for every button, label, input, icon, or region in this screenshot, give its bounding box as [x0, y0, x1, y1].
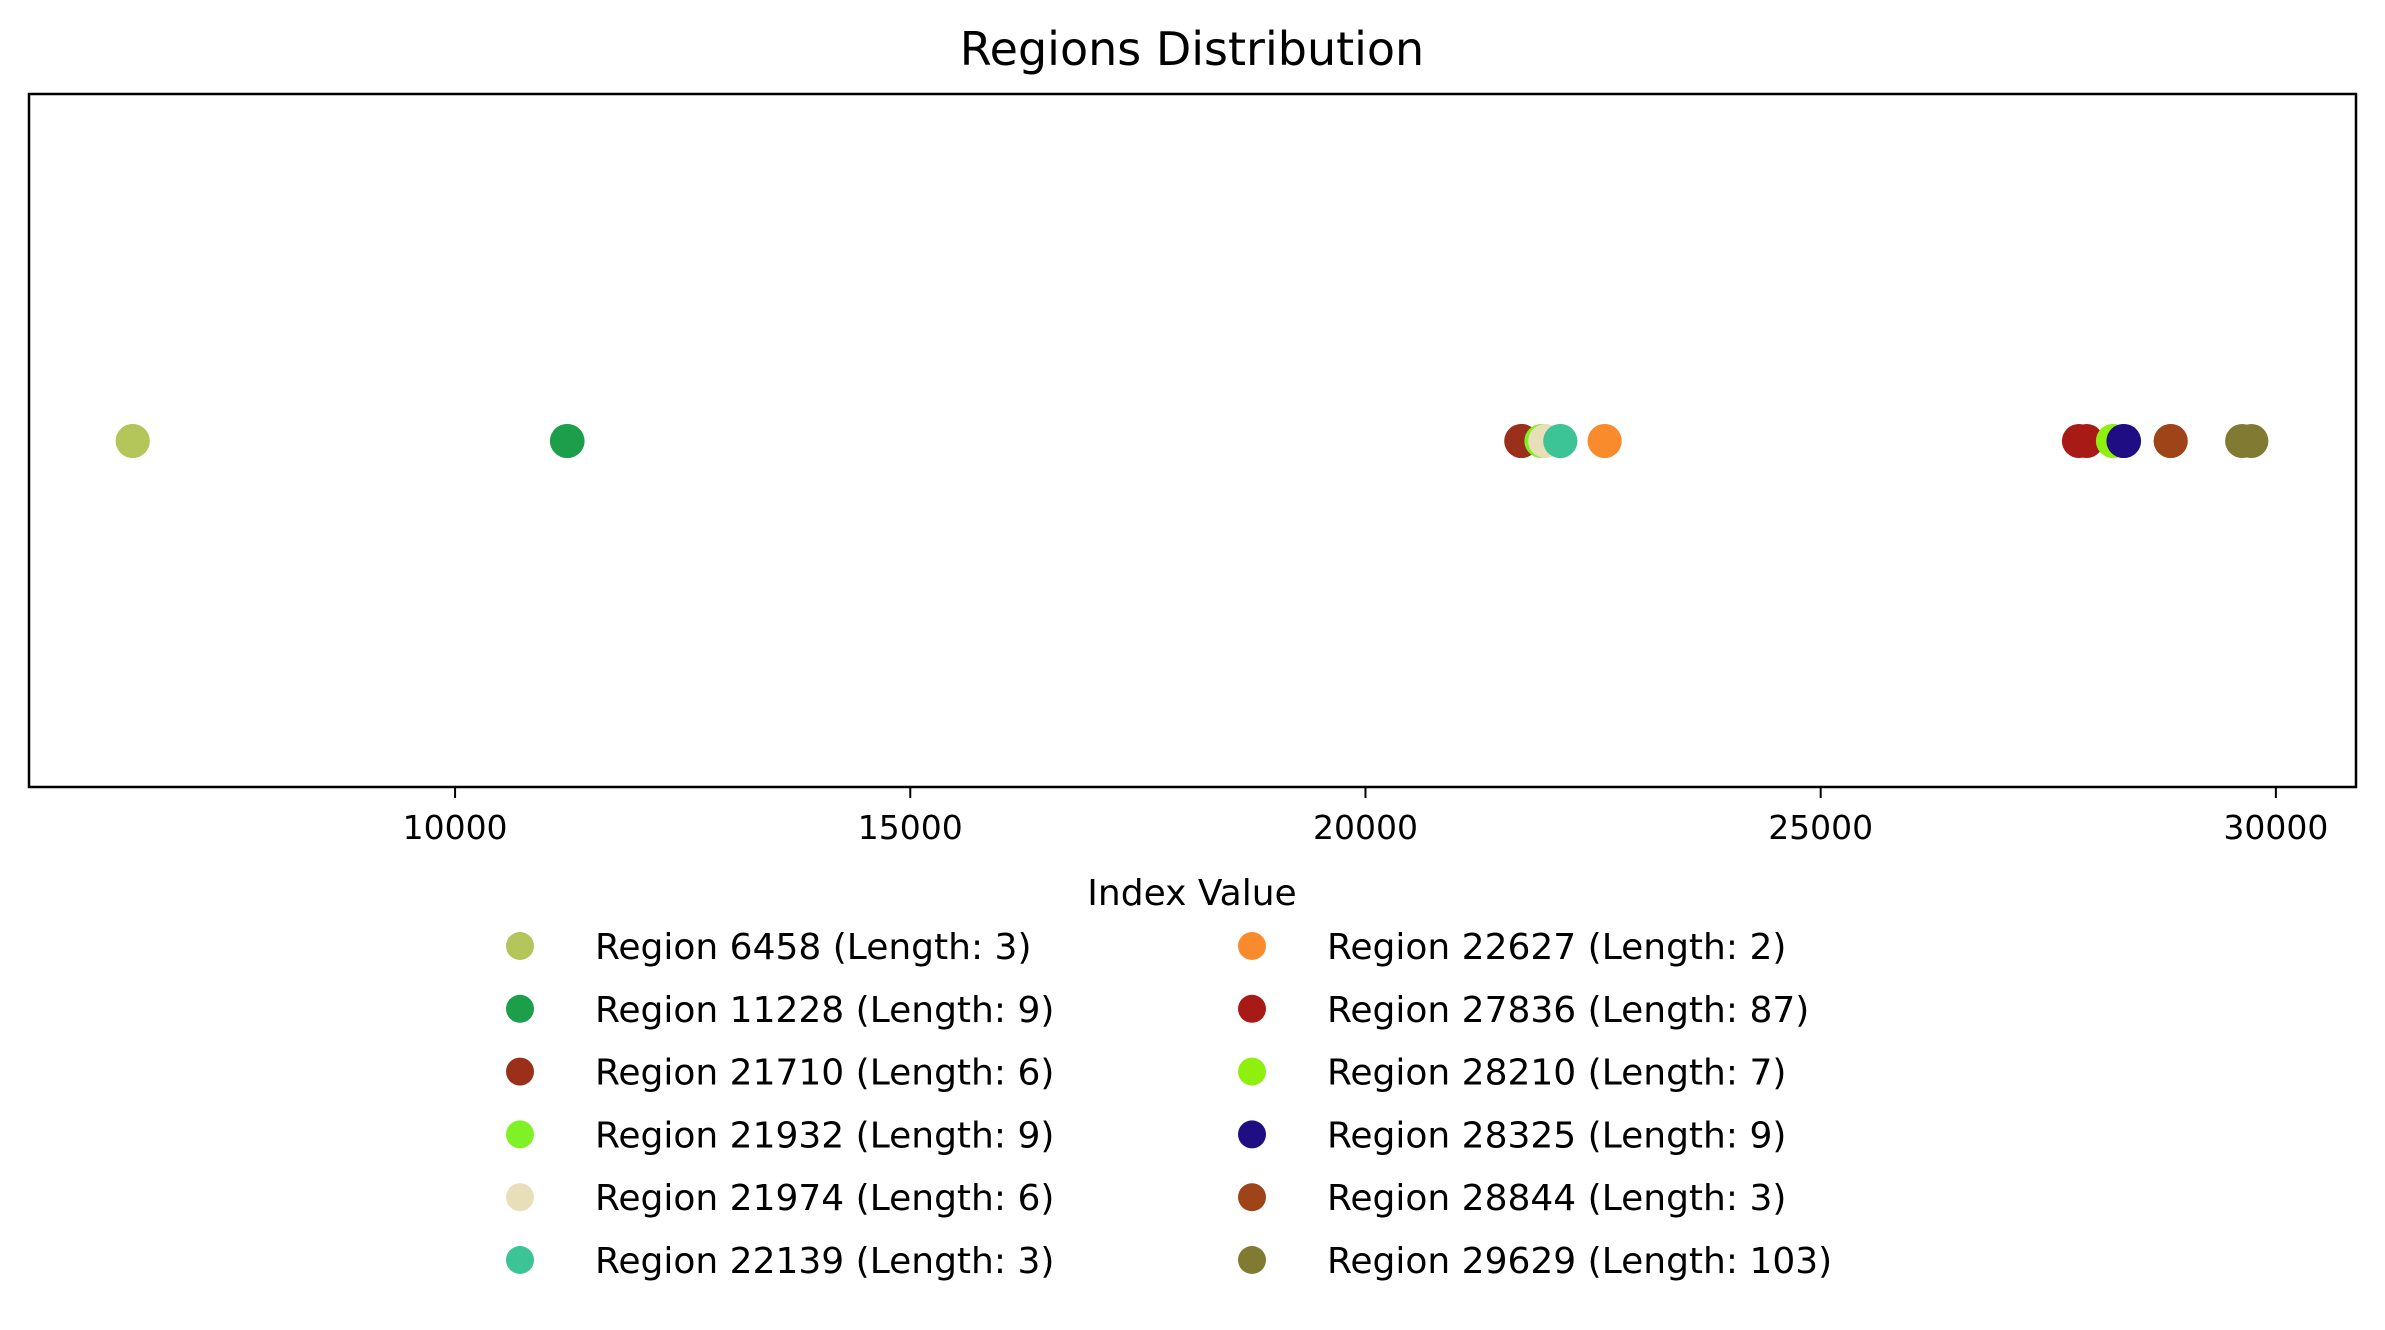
data-point — [1543, 424, 1578, 458]
legend-marker — [506, 1057, 534, 1086]
data-point — [115, 424, 150, 458]
x-axis-title: Index Value — [1087, 873, 1296, 914]
data-point — [2069, 424, 2104, 458]
legend-marker — [506, 1120, 534, 1149]
data-point — [2153, 424, 2188, 458]
legend-marker — [506, 1246, 534, 1274]
legend-label: Region 28844 (Length: 3) — [1327, 1178, 1786, 1219]
legend-label: Region 6458 (Length: 3) — [595, 927, 1031, 968]
legend-marker — [506, 932, 534, 960]
x-tick-label: 10000 — [403, 808, 508, 847]
x-tick-label: 15000 — [858, 808, 963, 847]
legend-marker — [1238, 994, 1266, 1023]
x-tick-label: 25000 — [1768, 808, 1873, 847]
legend-marker — [1238, 1183, 1266, 1212]
chart-title: Regions Distribution — [960, 22, 1424, 76]
legend-marker — [506, 994, 534, 1023]
plot-frame — [27, 92, 2358, 789]
legend-marker — [1238, 1120, 1266, 1149]
legend-label: Region 11228 (Length: 9) — [595, 990, 1054, 1031]
legend-label: Region 22627 (Length: 2) — [1327, 927, 1786, 968]
legend-marker — [1238, 1246, 1266, 1274]
legend-label: Region 21710 (Length: 6) — [595, 1053, 1054, 1094]
data-point — [2234, 424, 2269, 458]
legend-marker — [1238, 1057, 1266, 1086]
data-point — [2107, 424, 2142, 458]
legend: Region 6458 (Length: 3) Region 11228 (Len… — [506, 927, 1832, 1282]
x-axis-ticks: 10000 15000 20000 25000 30000 — [403, 787, 2328, 847]
data-point — [1587, 424, 1622, 458]
legend-label: Region 22139 (Length: 3) — [595, 1241, 1054, 1282]
legend-label: Region 28210 (Length: 7) — [1327, 1053, 1786, 1094]
data-points — [115, 424, 2269, 458]
legend-label: Region 21974 (Length: 6) — [595, 1178, 1054, 1219]
legend-label: Region 27836 (Length: 87) — [1327, 990, 1809, 1031]
legend-label: Region 29629 (Length: 103) — [1327, 1241, 1832, 1282]
legend-label: Region 21932 (Length: 9) — [595, 1115, 1054, 1156]
data-point — [550, 424, 585, 458]
legend-marker — [1238, 932, 1266, 960]
x-tick-label: 30000 — [2223, 808, 2328, 847]
legend-marker — [506, 1183, 534, 1212]
legend-label: Region 28325 (Length: 9) — [1327, 1115, 1786, 1156]
x-tick-label: 20000 — [1313, 808, 1418, 847]
